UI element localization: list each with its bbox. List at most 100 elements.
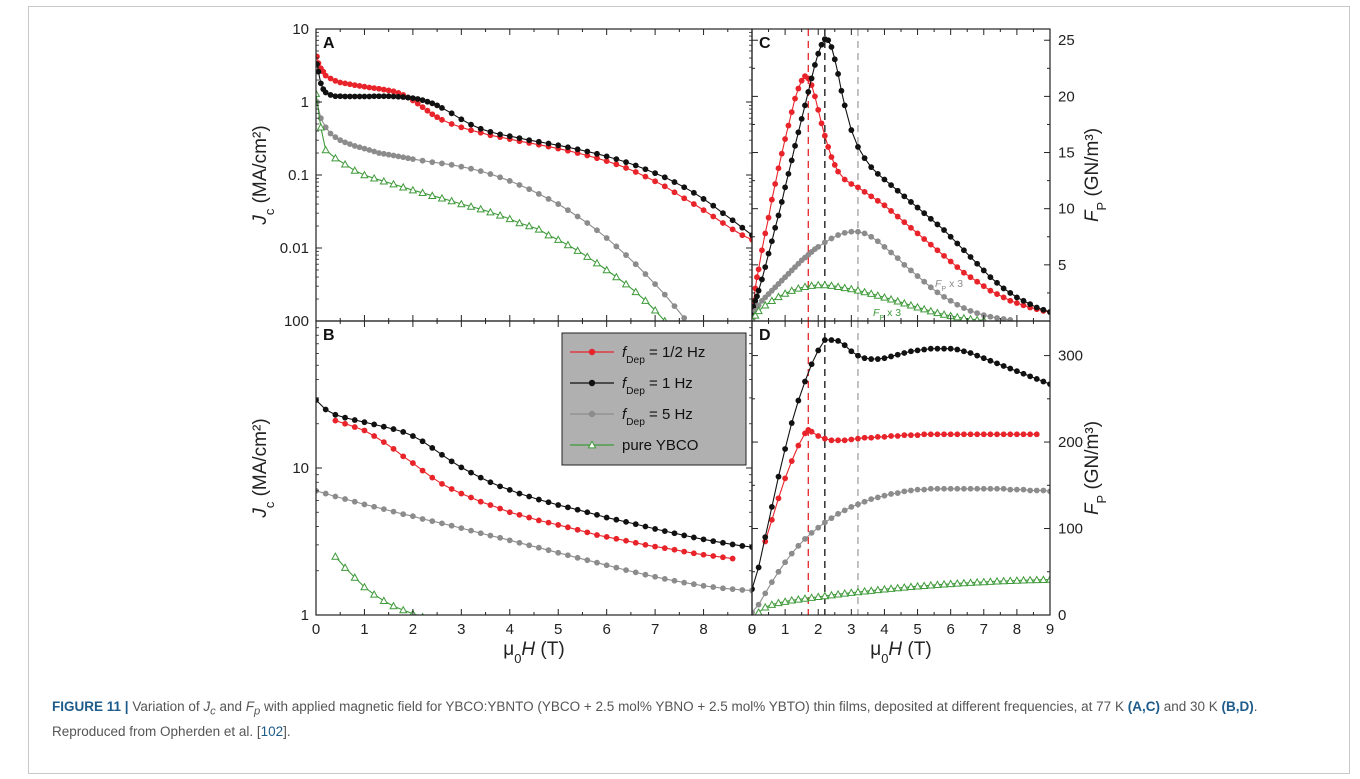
panel-c-black-point-22 xyxy=(815,51,821,57)
panel-c-gray-point-30 xyxy=(882,244,888,250)
panel-d-black-line xyxy=(752,340,1050,589)
panel-a-black-point-34 xyxy=(497,131,503,137)
panel-b-red-point-15 xyxy=(478,499,484,505)
panel-c-red-point-35 xyxy=(882,202,888,208)
panel-b-black-point-26 xyxy=(565,504,571,510)
panel-b-black-point-9 xyxy=(400,429,406,435)
panel-a-gray-point-28 xyxy=(488,171,494,177)
panel-a-red-point-11 xyxy=(357,83,363,89)
panel-d-gray-point-6 xyxy=(789,551,795,557)
panel-d-black-point-44 xyxy=(1040,379,1046,385)
panel-b-red-point-35 xyxy=(672,547,678,553)
panel-b-black-point-38 xyxy=(681,532,687,538)
panel-c-gray-point-42 xyxy=(961,305,967,311)
panel-b-black-point-7 xyxy=(381,424,387,430)
panel-d-gray-point-11 xyxy=(822,520,828,526)
panel-b-black-point-29 xyxy=(594,512,600,518)
panel-d-xtick-label-7: 7 xyxy=(980,621,988,638)
panel-a-gray-point-23 xyxy=(439,161,445,167)
panel-d-black-point-11 xyxy=(822,337,828,343)
panel-c-black-point-53 xyxy=(994,280,1000,286)
panel-d-black-point-15 xyxy=(848,348,854,354)
panel-b-black-point-20 xyxy=(507,487,513,493)
panel-d-gray-point-25 xyxy=(915,487,921,493)
panel-c-series-black xyxy=(750,36,1053,317)
panel-a-gray-point-19 xyxy=(405,155,411,161)
panel-b-red-point-27 xyxy=(594,532,600,538)
panel-c-red-point-22 xyxy=(815,107,821,113)
panel-b-red-point-4 xyxy=(371,433,377,439)
panel-d-red-point-20 xyxy=(888,433,894,439)
panel-a-black-point-52 xyxy=(672,179,678,185)
panel-a-red-point-50 xyxy=(652,178,658,184)
panel-b-black-point-16 xyxy=(468,470,474,476)
panel-b-red-point-5 xyxy=(381,439,387,445)
panel-b-black-point-15 xyxy=(458,464,464,470)
panel-c-red-point-34 xyxy=(875,198,881,204)
panel-d-red-point-27 xyxy=(935,431,941,437)
panel-d-gray-point-13 xyxy=(835,511,841,517)
panel-a-green-point-33 xyxy=(623,281,630,287)
panel-c-red-point-9 xyxy=(772,181,778,187)
legend: fDep = 1/2 HzfDep = 1 HzfDep = 5 Hzpure … xyxy=(562,333,746,465)
panel-d-red-point-33 xyxy=(974,431,980,437)
panel-b-red-point-23 xyxy=(555,522,561,528)
panel-a-gray-point-30 xyxy=(507,178,513,184)
panel-c-red-point-7 xyxy=(766,215,772,221)
panel-b-red-point-26 xyxy=(584,529,590,535)
panel-c-red-point-44 xyxy=(941,253,947,259)
panel-b-gray-point-32 xyxy=(623,567,629,573)
panel-a-gray-point-15 xyxy=(386,152,392,158)
panel-b-gray-point-3 xyxy=(342,496,348,502)
panel-a-green-point-26 xyxy=(555,236,562,242)
panel-c-black-point-8 xyxy=(769,238,775,244)
panel-b-gray-point-43 xyxy=(730,586,736,592)
panel-a-red-point-52 xyxy=(672,189,678,195)
panel-b-red-point-0 xyxy=(332,418,338,424)
panel-a-black-point-30 xyxy=(458,116,464,122)
panel-c-black-point-5 xyxy=(759,277,765,283)
panel-d-red-point-21 xyxy=(895,433,901,439)
panel-b-gray-point-13 xyxy=(439,520,445,526)
panel-a-gray-point-27 xyxy=(478,168,484,174)
panel-d-red-point-37 xyxy=(1001,431,1007,437)
panel-b-xtick-label-6: 6 xyxy=(602,621,610,638)
panel-c-black-point-34 xyxy=(868,164,874,170)
panel-b-black-point-36 xyxy=(662,528,668,534)
panel-d-gray-point-27 xyxy=(928,486,934,492)
panel-d-black-point-29 xyxy=(941,346,947,352)
panel-a-black-point-33 xyxy=(488,129,494,135)
panel-d-black-point-24 xyxy=(908,348,914,354)
panel-d-xtick-label-1: 1 xyxy=(781,621,789,638)
panel-d-ytick-label-0: 0 xyxy=(1058,607,1066,624)
panel-b-black-point-21 xyxy=(517,491,523,497)
panel-c-gray-point-43 xyxy=(968,308,974,314)
panel-a-frame xyxy=(316,29,752,321)
panel-a-ytick-label-10: 10 xyxy=(292,21,309,38)
panel-a-green-point-5 xyxy=(351,167,358,173)
panel-b-red-point-38 xyxy=(701,552,707,558)
panel-c-red-point-11 xyxy=(779,151,785,157)
panel-c-red-point-15 xyxy=(792,96,798,102)
panel-d-black-point-42 xyxy=(1027,373,1033,379)
panel-c-black-point-23 xyxy=(819,42,825,48)
panel-b-gray-point-22 xyxy=(526,542,532,548)
panel-c-black-point-55 xyxy=(1007,290,1013,296)
panel-a-gray-point-37 xyxy=(575,214,581,220)
panel-d-xtick-label-9: 9 xyxy=(1046,621,1054,638)
panel-a-red-point-28 xyxy=(439,117,445,123)
panel-a-black-point-46 xyxy=(613,156,619,162)
panel-c-black-point-47 xyxy=(954,241,960,247)
panel-c-red-point-36 xyxy=(888,208,894,214)
panel-c-red-point-4 xyxy=(756,266,762,272)
panel-c-black-point-60 xyxy=(1040,307,1046,313)
panel-d-gray-point-5 xyxy=(782,559,788,565)
panel-b-black-point-17 xyxy=(478,475,484,481)
panel-b-black-point-42 xyxy=(720,540,726,546)
panel-d-ylabel: FP (GN/m³) xyxy=(1082,421,1109,515)
panel-a-gray-point-32 xyxy=(526,186,532,192)
caption-reference-link[interactable]: 102 xyxy=(261,724,284,739)
panel-b-black-point-40 xyxy=(701,536,707,542)
panel-c-red-point-45 xyxy=(948,259,954,265)
panel-d-letter: D xyxy=(759,327,771,344)
